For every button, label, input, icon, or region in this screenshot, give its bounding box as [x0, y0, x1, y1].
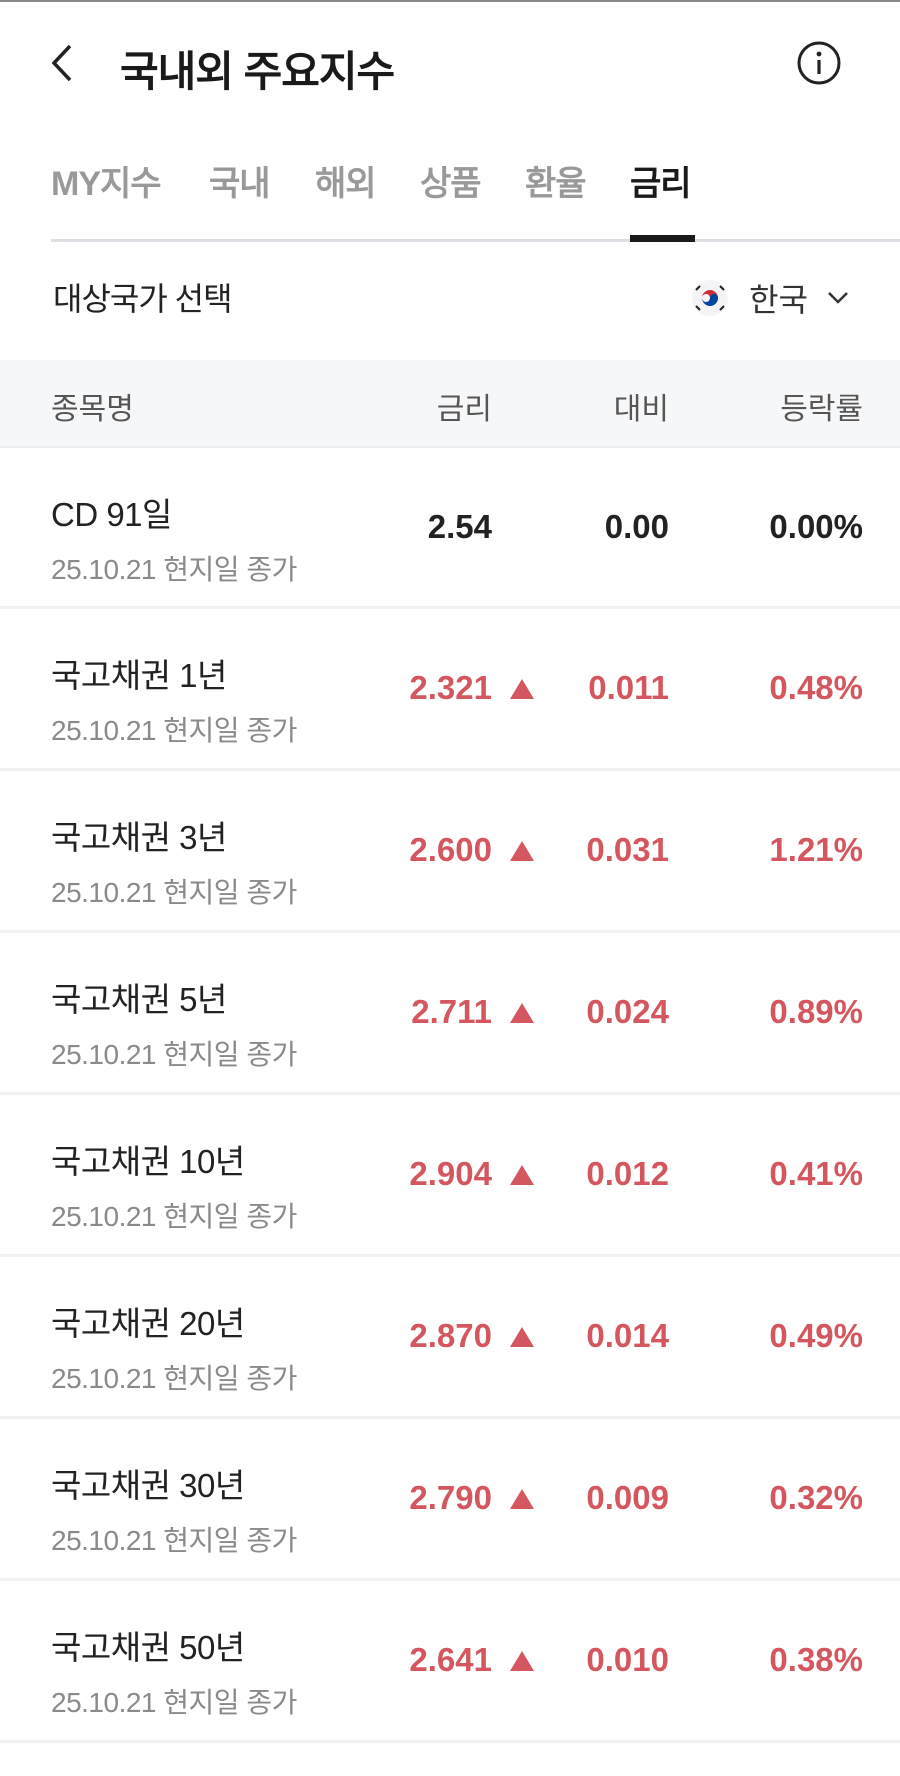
item-date: 25.10.21 현지일 종가	[51, 1363, 297, 1394]
tab-overseas[interactable]: 해외	[315, 165, 377, 203]
selected-country: 한국	[749, 282, 808, 318]
item-rate: 2.870	[409, 1317, 492, 1354]
item-rate: 2.711	[411, 993, 492, 1030]
item-percent: 0.32%	[769, 1479, 863, 1516]
page-title: 국내외 주요지수	[120, 48, 395, 95]
column-header-percent: 등락률	[780, 393, 863, 426]
item-rate: 2.904	[409, 1155, 492, 1192]
item-percent: 0.00%	[769, 508, 863, 545]
item-rate: 2.54	[427, 508, 492, 545]
korea-flag-icon	[692, 280, 729, 316]
tab-exchange-rate[interactable]: 환율	[525, 165, 587, 203]
table-row[interactable]: 국고채권 20년 25.10.21 현지일 종가 2.870 0.014 0.49%	[0, 1257, 900, 1419]
item-percent: 0.49%	[769, 1317, 863, 1354]
info-circle-icon[interactable]	[796, 40, 842, 86]
item-name: 국고채권 20년	[51, 1305, 245, 1342]
column-header-name: 종목명	[51, 393, 134, 426]
country-select-label: 대상국가 선택	[53, 281, 233, 317]
up-triangle-icon	[510, 679, 534, 699]
active-tab-indicator	[630, 235, 695, 242]
table-row[interactable]: 국고채권 50년 25.10.21 현지일 종가 2.641 0.010 0.38%	[0, 1581, 900, 1743]
item-percent: 1.21%	[769, 831, 863, 868]
table-row[interactable]: 국고채권 5년 25.10.21 현지일 종가 2.711 0.024 0.89%	[0, 933, 900, 1095]
item-name: 국고채권 3년	[51, 819, 227, 856]
item-change: 0.031	[586, 831, 669, 868]
item-date: 25.10.21 현지일 종가	[51, 1039, 297, 1070]
item-name: 국고채권 5년	[51, 981, 227, 1018]
item-name: 국고채권 50년	[51, 1629, 245, 1666]
tab-commodities[interactable]: 상품	[420, 165, 482, 203]
item-rate: 2.600	[409, 831, 492, 868]
item-date: 25.10.21 현지일 종가	[51, 1687, 297, 1718]
tab-interest-rate[interactable]: 금리	[630, 165, 692, 203]
item-change: 0.010	[586, 1641, 669, 1678]
item-date: 25.10.21 현지일 종가	[51, 1525, 297, 1556]
country-selector-row: 대상국가 선택 한국	[0, 270, 900, 330]
item-name: 국고채권 1년	[51, 657, 227, 694]
item-change: 0.00	[604, 508, 669, 545]
item-name: 국고채권 30년	[51, 1467, 245, 1504]
tab-my-index[interactable]: MY지수	[51, 165, 162, 203]
column-header-change: 대비	[613, 393, 669, 426]
table-header: 종목명 금리 대비 등락률	[0, 360, 900, 448]
table-row[interactable]: 국고채권 10년 25.10.21 현지일 종가 2.904 0.012 0.41%	[0, 1095, 900, 1257]
item-change: 0.014	[586, 1317, 669, 1354]
app-header: 국내외 주요지수	[0, 18, 900, 108]
item-percent: 0.89%	[769, 993, 863, 1030]
chevron-left-icon[interactable]	[44, 40, 84, 86]
chevron-down-icon	[828, 292, 848, 304]
rate-list: CD 91일 25.10.21 현지일 종가 2.54 0.00 0.00% 국고채권 1…	[0, 448, 900, 1743]
item-date: 25.10.21 현지일 종가	[51, 554, 297, 585]
up-triangle-icon	[510, 841, 534, 861]
category-tabs: MY지수 국내 해외 상품 환율 금리	[51, 150, 900, 242]
item-change: 0.012	[586, 1155, 669, 1192]
tab-domestic[interactable]: 국내	[209, 165, 271, 203]
item-percent: 0.41%	[769, 1155, 863, 1192]
item-change: 0.011	[588, 669, 669, 706]
item-name: CD 91일	[51, 496, 172, 533]
up-triangle-icon	[510, 1327, 534, 1347]
item-change: 0.024	[586, 993, 669, 1030]
up-triangle-icon	[510, 1489, 534, 1509]
country-dropdown[interactable]: 한국	[691, 270, 850, 326]
up-triangle-icon	[510, 1165, 534, 1185]
item-rate: 2.321	[409, 669, 492, 706]
item-percent: 0.38%	[769, 1641, 863, 1678]
up-triangle-icon	[510, 1651, 534, 1671]
item-date: 25.10.21 현지일 종가	[51, 1201, 297, 1232]
item-name: 국고채권 10년	[51, 1143, 245, 1180]
item-percent: 0.48%	[769, 669, 863, 706]
table-row[interactable]: 국고채권 3년 25.10.21 현지일 종가 2.600 0.031 1.21%	[0, 771, 900, 933]
table-row[interactable]: CD 91일 25.10.21 현지일 종가 2.54 0.00 0.00%	[0, 448, 900, 609]
table-row[interactable]: 국고채권 1년 25.10.21 현지일 종가 2.321 0.011 0.48%	[0, 609, 900, 771]
item-date: 25.10.21 현지일 종가	[51, 715, 297, 746]
item-rate: 2.790	[409, 1479, 492, 1516]
item-date: 25.10.21 현지일 종가	[51, 877, 297, 908]
column-header-rate: 금리	[436, 393, 492, 426]
item-change: 0.009	[586, 1479, 669, 1516]
up-triangle-icon	[510, 1003, 534, 1023]
table-row[interactable]: 국고채권 30년 25.10.21 현지일 종가 2.790 0.009 0.32%	[0, 1419, 900, 1581]
item-rate: 2.641	[409, 1641, 492, 1678]
status-divider	[0, 0, 900, 2]
